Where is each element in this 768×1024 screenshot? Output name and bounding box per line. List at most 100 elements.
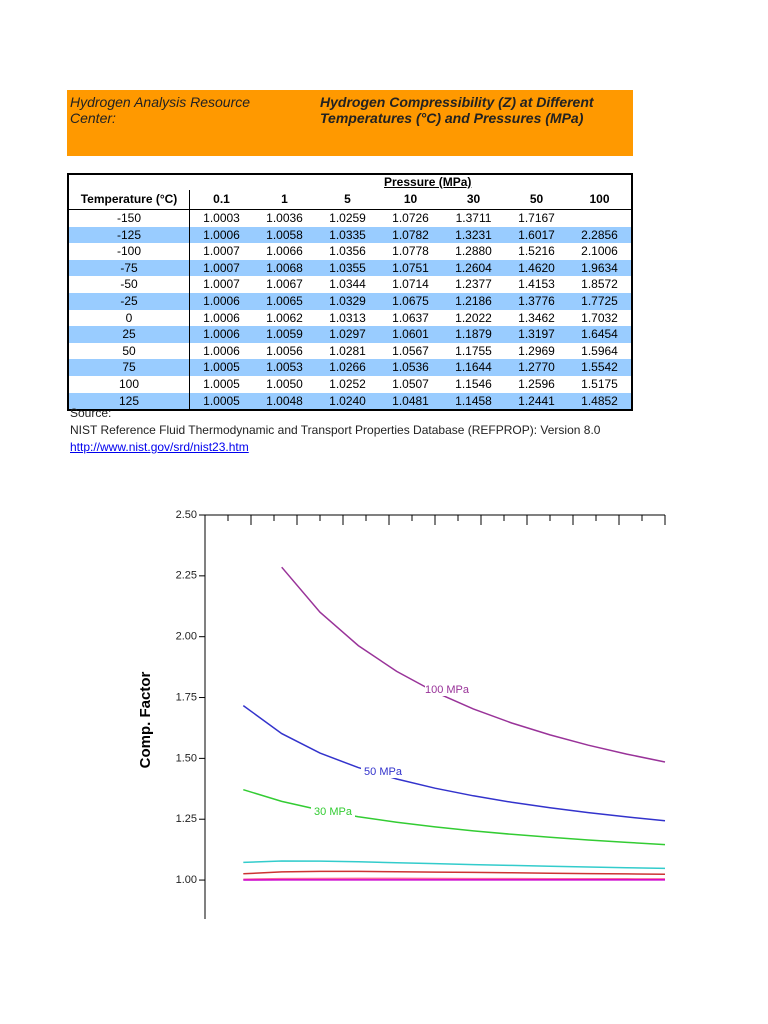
table-cell: 1.0637 <box>392 310 429 325</box>
table-cell: -150 <box>69 210 190 227</box>
table-cell: 1.0266 <box>329 360 366 375</box>
table-cell: 1.0066 <box>266 244 303 259</box>
source: Source: NIST Reference Fluid Thermodynam… <box>70 405 600 456</box>
table-cell: 1.6454 <box>581 327 618 342</box>
table-header-row: Temperature (°C) 0.1 1 5 10 30 50 100 <box>69 190 631 210</box>
header: Hydrogen Analysis Resource Center: Hydro… <box>67 90 633 156</box>
table-cell: 1.7725 <box>581 293 618 308</box>
table-cell: 1.0259 <box>329 211 366 225</box>
chart: Comp. Factor 1.00 1.25 1.50 1.75 2.00 2.25 2.5… <box>137 509 666 919</box>
group-header: Pressure (MPa) <box>384 175 472 189</box>
y-axis-label: Comp. Factor <box>137 672 154 769</box>
table-cell: 1.2377 <box>455 277 492 292</box>
table-cell: 1.0005 <box>203 393 240 408</box>
table-cell: 1.0067 <box>266 277 303 292</box>
table-cell: -50 <box>69 276 190 293</box>
table-row: 125 1.0005 1.0048 1.0240 1.0481 1.1458 1.2441 1… <box>69 392 631 410</box>
table-cell: 1.0058 <box>266 227 303 242</box>
table-cell: 1.9634 <box>581 260 618 275</box>
table-cell: 1.1879 <box>455 327 492 342</box>
table-cell: 1.5216 <box>518 244 555 259</box>
table-cell: 1.0281 <box>329 343 366 358</box>
column-header: 0.1 <box>213 192 230 206</box>
table-cell: 1.0751 <box>392 260 429 275</box>
table-cell: 125 <box>69 392 190 410</box>
table-cell: 1.0240 <box>329 393 366 408</box>
table-cell: 1.8572 <box>581 277 618 292</box>
table-cell: 1.1644 <box>455 360 492 375</box>
table-cell: 1.0006 <box>203 310 240 325</box>
header-title: Hydrogen Compressibility (Z) at Differen… <box>320 94 594 126</box>
series-line <box>243 860 666 870</box>
table-cell: 1.3231 <box>455 227 492 242</box>
table-row: 25 1.0006 1.0059 1.0297 1.0601 1.1879 1.3197 1.… <box>69 326 631 343</box>
table-cell: 100 <box>69 375 190 393</box>
table-cell: 1.0297 <box>329 327 366 342</box>
table-cell: 2.2856 <box>581 227 618 242</box>
line-label-bg <box>311 806 355 818</box>
table-cell: 1.0006 <box>203 227 240 242</box>
table-cell: 1.0481 <box>392 393 429 408</box>
table-cell: 1.0006 <box>203 327 240 342</box>
table-cell: 1.2604 <box>455 260 492 275</box>
table-cell: 1.4620 <box>518 260 555 275</box>
table-cell: 1.0567 <box>392 343 429 358</box>
line-label-bg <box>425 684 469 696</box>
table-cell: 1.4153 <box>518 277 555 292</box>
series-line <box>243 877 666 880</box>
table-row: -100 1.0007 1.0066 1.0356 1.0778 1.2880 1.5216… <box>69 243 631 260</box>
source-label: Source: <box>70 406 112 420</box>
table-cell: 75 <box>69 359 190 376</box>
table-cell: 1.0053 <box>266 360 303 375</box>
line-label: 30 MPa <box>314 806 353 818</box>
table-cell-empty <box>568 210 631 227</box>
table-cell: -100 <box>69 243 190 260</box>
y-tick-label: 1.00 <box>176 874 197 886</box>
table-cell: 1.0005 <box>203 376 240 391</box>
table-cell: 1.1546 <box>455 376 492 391</box>
table-row: 100 1.0005 1.0050 1.0252 1.0507 1.1546 1.2596 1… <box>69 375 631 393</box>
table-cell: 1.0059 <box>266 327 303 342</box>
table-cell: 50 <box>69 342 190 360</box>
table-cell: -125 <box>69 226 190 244</box>
series-line <box>243 788 666 846</box>
table-cell: 1.0313 <box>329 310 366 325</box>
table-cell: 1.2969 <box>518 343 555 358</box>
table-cell: 1.0056 <box>266 343 303 358</box>
table-cell: 1.5175 <box>581 376 618 391</box>
table-cell: 1.3462 <box>518 310 555 325</box>
table-cell: 1.2596 <box>518 376 555 391</box>
y-tick-label: 2.25 <box>176 570 197 582</box>
table: Pressure (MPa) Temperature (°C) 0.1 1 5 10 30… <box>67 173 633 412</box>
table-group-header: Pressure (MPa) <box>69 175 631 190</box>
table-cell: 1.0050 <box>266 376 303 391</box>
table-cell: 1.0003 <box>203 211 240 225</box>
table-cell: 1.0335 <box>329 227 366 242</box>
table-cell: 1.5964 <box>581 343 618 358</box>
table-cell: 2.1006 <box>581 244 618 259</box>
table-cell: 1.0778 <box>392 244 429 259</box>
column-header: 5 <box>344 192 351 206</box>
table-cell: 1.0006 <box>203 343 240 358</box>
table-cell: 1.3711 <box>455 211 492 225</box>
table-row: -75 1.0007 1.0068 1.0355 1.0751 1.2604 1.4620 1… <box>69 259 631 277</box>
line-label: 50 MPa <box>364 766 403 778</box>
source-text: NIST Reference Fluid Thermodynamic and T… <box>70 423 601 437</box>
table-cell: -25 <box>69 292 190 310</box>
table-cell: 1.0007 <box>203 277 240 292</box>
source-link[interactable]: http://www.nist.gov/srd/nist23.htm <box>70 440 249 454</box>
table-cell: 1.7032 <box>581 310 618 325</box>
series-line <box>243 870 666 875</box>
table-cell: 1.0068 <box>266 260 303 275</box>
column-header: 1 <box>281 192 288 206</box>
table-cell: 1.0714 <box>392 277 429 292</box>
y-tick-label: 1.25 <box>176 813 197 825</box>
table-cell: 1.0036 <box>266 211 303 225</box>
table-cell: 1.7167 <box>518 211 555 225</box>
table-cell: 25 <box>69 326 190 343</box>
header-left: Hydrogen Analysis Resource Center: <box>70 94 251 126</box>
y-tick-label: 2.00 <box>176 631 197 643</box>
table-cell: 1.2880 <box>455 244 492 259</box>
column-header: 10 <box>403 192 418 206</box>
